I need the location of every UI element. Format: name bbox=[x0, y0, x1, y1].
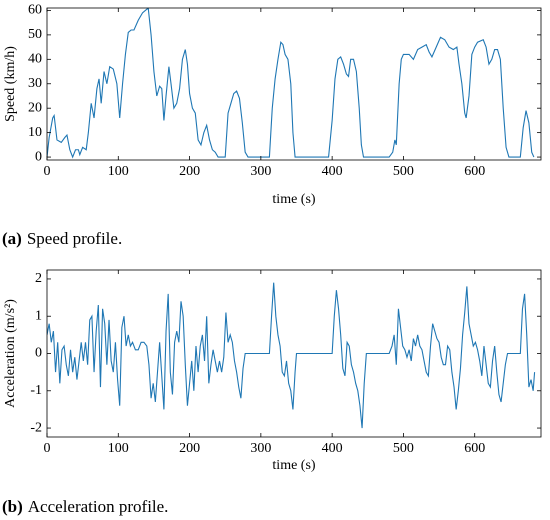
y-tick-label: 0 bbox=[35, 149, 42, 164]
x-tick-label: 600 bbox=[464, 441, 485, 456]
caption-label: (a) bbox=[2, 229, 22, 248]
plot-area bbox=[47, 8, 535, 159]
y-axis-label: Speed (km/h) bbox=[3, 46, 18, 122]
caption: (a) Speed profile. bbox=[2, 229, 122, 248]
x-tick-label: 400 bbox=[322, 164, 343, 179]
x-tick-label: 500 bbox=[393, 164, 414, 179]
y-tick-label: 1 bbox=[35, 308, 42, 323]
x-tick-label: 200 bbox=[179, 441, 200, 456]
caption-text: Speed profile. bbox=[27, 229, 122, 248]
x-axis-label: time (s) bbox=[272, 458, 315, 473]
y-tick-label: 40 bbox=[28, 52, 42, 67]
y-tick-label: 0 bbox=[35, 346, 42, 361]
plot-area bbox=[47, 282, 536, 429]
x-tick-label: 300 bbox=[250, 441, 271, 456]
y-tick-label: -1 bbox=[30, 383, 42, 398]
y-tick-label: 10 bbox=[28, 125, 42, 140]
y-tick-label: 60 bbox=[28, 3, 42, 18]
y-axis-label: Acceleration (m/s²) bbox=[3, 299, 18, 408]
x-tick-label: 600 bbox=[464, 164, 485, 179]
x-tick-label: 400 bbox=[322, 441, 343, 456]
x-tick-label: 100 bbox=[108, 164, 129, 179]
data-line bbox=[47, 8, 535, 159]
caption-label: (b) bbox=[2, 497, 23, 516]
y-tick-label: 50 bbox=[28, 27, 42, 42]
x-tick-label: 500 bbox=[393, 441, 414, 456]
x-tick-label: 0 bbox=[44, 164, 51, 179]
x-tick-label: 100 bbox=[108, 441, 129, 456]
x-axis-label: time (s) bbox=[272, 192, 315, 207]
caption-text: Acceleration profile. bbox=[28, 497, 169, 516]
x-tick-label: 200 bbox=[179, 164, 200, 179]
data-line bbox=[47, 282, 536, 429]
y-tick-label: 2 bbox=[35, 271, 42, 286]
plot-frame bbox=[46, 7, 542, 161]
x-tick-label: 300 bbox=[250, 164, 271, 179]
y-tick-label: 30 bbox=[28, 76, 42, 91]
x-tick-label: 0 bbox=[44, 441, 51, 456]
y-tick-label: -2 bbox=[30, 420, 42, 435]
y-tick-label: 20 bbox=[28, 100, 42, 115]
caption: (b) Acceleration profile. bbox=[2, 497, 168, 516]
